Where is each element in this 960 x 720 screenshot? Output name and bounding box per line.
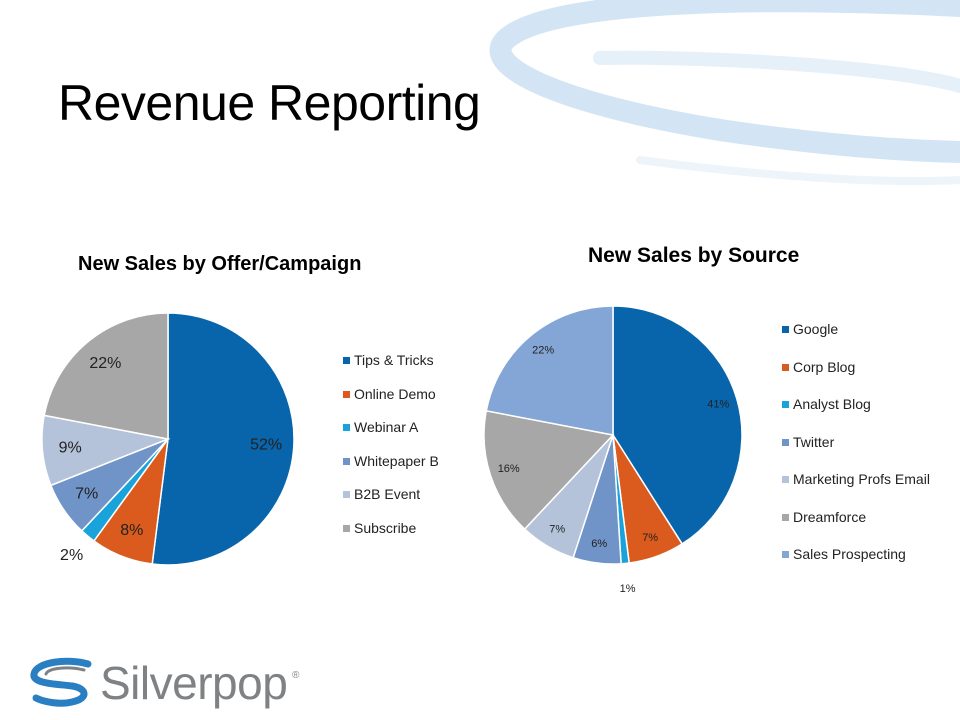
swoosh-arc-lower	[636, 156, 960, 186]
data-label-online-demo: 8%	[120, 522, 143, 539]
legend-item-analyst-blog: Analyst Blog	[782, 396, 933, 412]
legend-swatch-online-demo	[343, 390, 350, 398]
pie-slice-tips-tricks	[151, 312, 295, 566]
legend-swatch-b2b-event	[343, 491, 350, 498]
data-label-corp-blog: 7%	[642, 532, 658, 544]
data-label-analyst-blog: 1%	[620, 583, 636, 595]
data-label-webinar-a: 2%	[60, 547, 83, 564]
legend-item-tips-tricks: Tips & Tricks	[343, 352, 494, 368]
legend-item-dreamforce: Dreamforce	[782, 509, 933, 525]
legend-label-tips-tricks: Tips & Tricks	[354, 352, 434, 368]
legend-label-dreamforce: Dreamforce	[793, 508, 867, 525]
logo-wordmark: Silverpop	[100, 657, 288, 709]
legend-item-b2b-event: B2B Event	[343, 486, 494, 502]
data-label-marketing-profs-email: 7%	[549, 523, 565, 535]
legend-label-analyst-blog: Analyst Blog	[793, 396, 871, 412]
chart-title-offer-campaign: New Sales by Offer/Campaign	[78, 253, 362, 275]
legend-swatch-tips-tricks	[343, 357, 350, 364]
legend-label-marketing-profs-email: Marketing Profs Email	[793, 471, 930, 487]
legend-item-google: Google	[782, 321, 933, 337]
silverpop-swirl-icon	[30, 657, 92, 707]
legend-item-twitter: Twitter	[782, 434, 933, 450]
chart-title-source: New Sales by Source	[588, 244, 800, 267]
legend-label-online-demo: Online Demo	[354, 385, 436, 402]
legend-item-whitepaper-b: Whitepaper B	[343, 453, 494, 469]
legend-swatch-twitter	[782, 438, 789, 446]
legend-item-webinar-a: Webinar A	[343, 419, 494, 435]
swoosh-arc-inner	[593, 50, 960, 93]
legend-label-subscribe: Subscribe	[354, 519, 417, 536]
data-label-whitepaper-b: 7%	[75, 486, 98, 503]
legend-item-marketing-profs-email: Marketing Profs Email	[782, 471, 933, 487]
pie-slice-subscribe	[43, 312, 169, 440]
legend-item-corp-blog: Corp Blog	[782, 359, 933, 375]
legend-label-webinar-a: Webinar A	[354, 419, 419, 435]
silverpop-logo: Silverpop ®	[28, 652, 328, 714]
legend-swatch-corp-blog	[782, 363, 789, 371]
legend-swatch-marketing-profs-email	[782, 476, 789, 483]
legend-swatch-subscribe	[343, 524, 350, 532]
header-swoosh-decoration	[489, 0, 960, 186]
pie-slice-sales-prospecting	[485, 305, 614, 436]
data-label-sales-prospecting: 22%	[532, 345, 554, 357]
slide-title: Revenue Reporting	[58, 75, 481, 131]
data-label-b2b-event: 9%	[59, 440, 82, 457]
legend-label-sales-prospecting: Sales Prospecting	[793, 546, 906, 562]
legend-swatch-whitepaper-b	[343, 457, 350, 465]
pie-slice-dreamforce	[483, 409, 615, 531]
legend-swatch-analyst-blog	[782, 401, 789, 408]
data-label-subscribe: 22%	[89, 355, 121, 372]
legend-label-whitepaper-b: Whitepaper B	[354, 452, 439, 469]
logo-registered-mark: ®	[292, 670, 300, 681]
legend-label-corp-blog: Corp Blog	[793, 358, 856, 375]
legend-swatch-sales-prospecting	[782, 551, 789, 558]
legend-swatch-google	[782, 326, 789, 333]
legend-label-b2b-event: B2B Event	[354, 486, 421, 502]
legend-item-subscribe: Subscribe	[343, 520, 494, 536]
data-label-dreamforce: 16%	[498, 463, 520, 475]
legend-swatch-webinar-a	[343, 424, 350, 431]
legend-swatch-dreamforce	[782, 513, 789, 521]
legend-label-twitter: Twitter	[793, 433, 835, 450]
data-label-google: 41%	[707, 398, 729, 410]
legend-item-online-demo: Online Demo	[343, 386, 494, 402]
data-label-tips-tricks: 52%	[250, 437, 282, 454]
data-label-twitter: 6%	[591, 538, 607, 550]
legend-label-google: Google	[793, 321, 839, 337]
swoosh-arc-outer	[489, 0, 960, 163]
legend-item-sales-prospecting: Sales Prospecting	[782, 546, 933, 562]
